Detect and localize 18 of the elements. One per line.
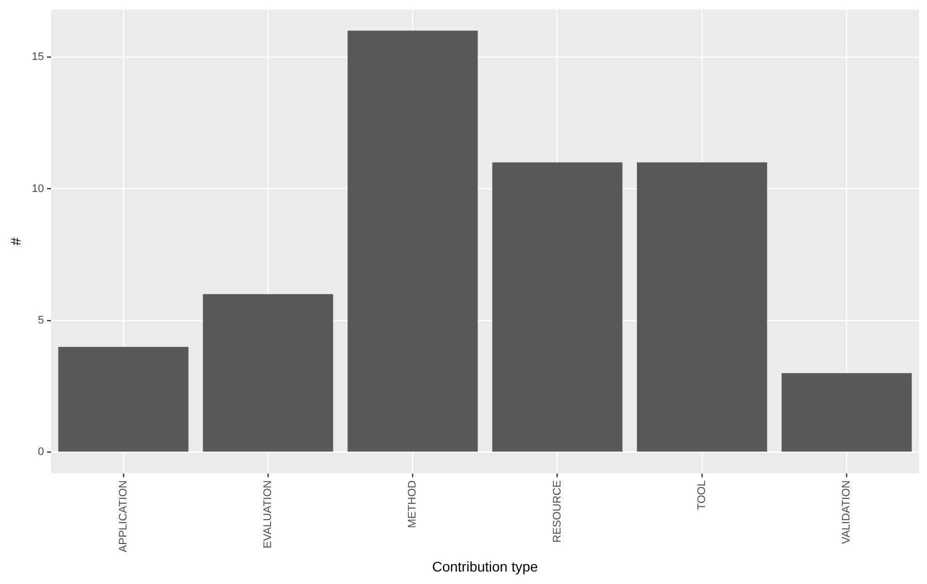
y-axis-title: #	[7, 237, 24, 246]
x-tick-label: METHOD	[406, 480, 419, 528]
bar	[636, 162, 768, 452]
y-tick-label: 5	[38, 314, 44, 327]
bar	[58, 346, 188, 452]
bar	[202, 294, 334, 452]
y-tick-label: 0	[38, 446, 44, 458]
bar	[782, 373, 912, 452]
bar	[348, 30, 478, 452]
y-tick-label: 10	[32, 182, 44, 195]
x-tick-label: RESOURCE	[551, 480, 564, 543]
y-tick-label: 15	[32, 51, 44, 64]
x-tick-label: VALIDATION	[840, 480, 853, 544]
x-tick-label: EVALUATION	[262, 480, 274, 548]
x-tick-label: APPLICATION	[117, 480, 130, 552]
x-tick-label: TOOL	[696, 480, 708, 510]
x-axis-title: Contribution type	[432, 558, 538, 574]
bar	[492, 162, 622, 452]
